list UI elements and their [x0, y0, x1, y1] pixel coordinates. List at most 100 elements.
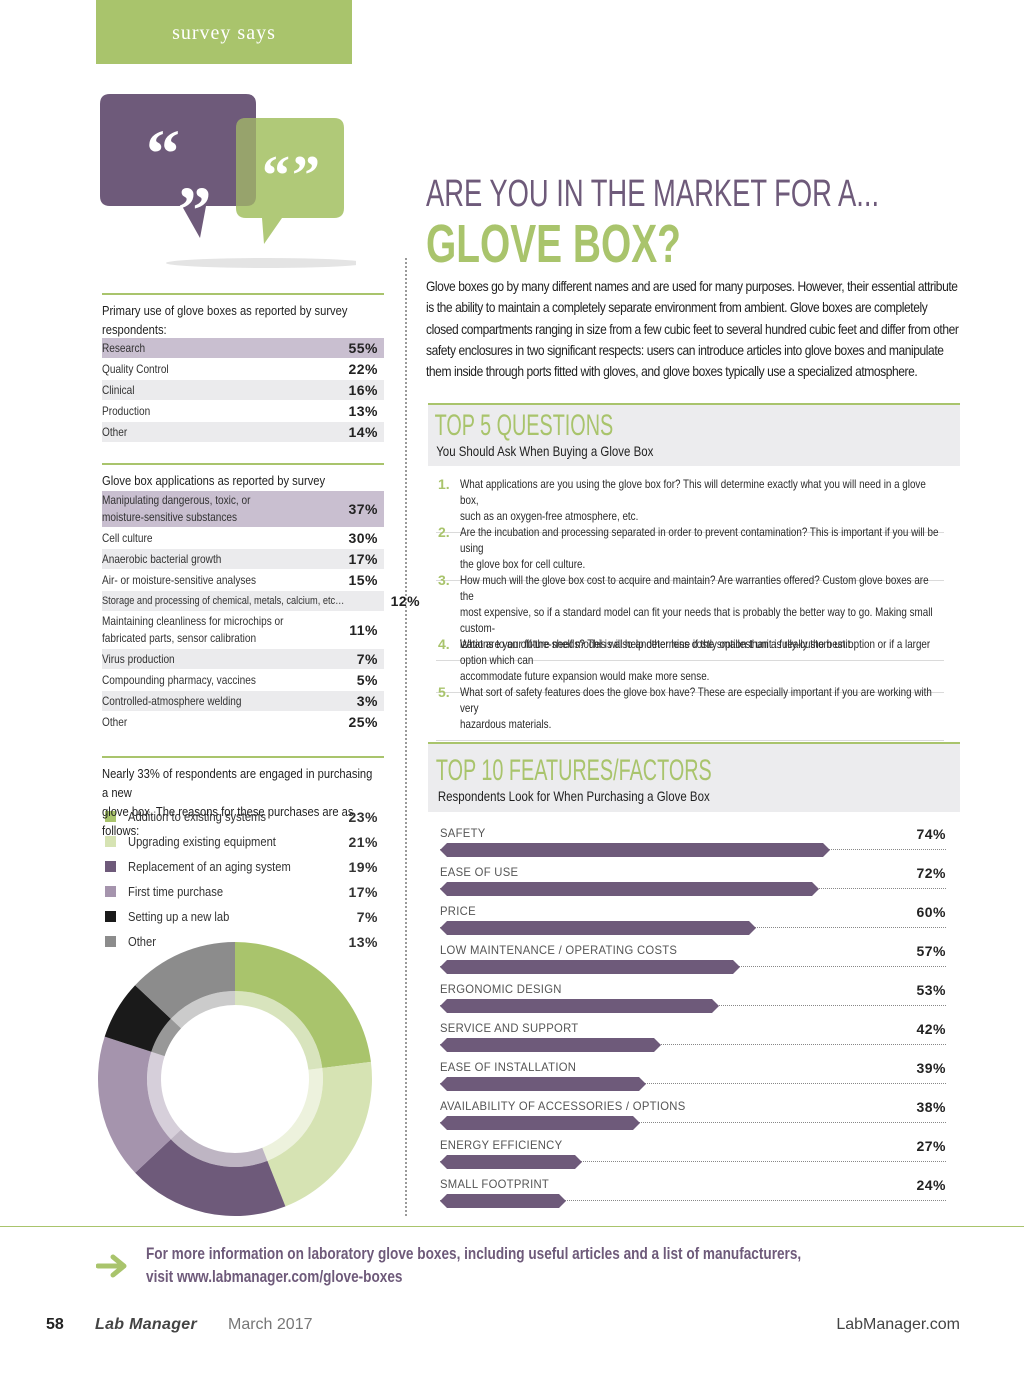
feature-label: AVAILABILITY OF ACCESSORIES / OPTIONS: [440, 1099, 686, 1113]
feature-bar: [440, 1116, 640, 1130]
feature-bar: [440, 1038, 661, 1052]
table-row: Air- or moisture-sensitive analyses 15%: [102, 569, 384, 590]
feature-row: PRICE 60%: [440, 904, 946, 943]
legend-label: Other: [128, 934, 156, 949]
feature-bar: [440, 1155, 582, 1169]
feature-value: 24%: [916, 1177, 946, 1193]
legend-item: Replacement of an aging system 19%: [102, 854, 384, 879]
feature-value: 57%: [916, 943, 946, 959]
table-row: Cell culture 30%: [102, 527, 384, 548]
website-link[interactable]: LabManager.com: [836, 1316, 960, 1333]
feature-row: LOW MAINTENANCE / OPERATING COSTS 57%: [440, 943, 946, 982]
legend-value: 23%: [348, 808, 378, 825]
table-row: Storage and processing of chemical, meta…: [102, 590, 420, 611]
table-row: Other 14%: [102, 421, 384, 442]
feature-value: 60%: [916, 904, 946, 920]
feature-leader: [440, 1200, 946, 1201]
feature-label: SERVICE AND SUPPORT: [440, 1021, 579, 1035]
intro-text: Glove boxes go by many different names a…: [426, 278, 959, 380]
purchase-reasons: Nearly 33% of respondents are engaged in…: [102, 756, 384, 954]
legend-value: 21%: [348, 833, 378, 850]
table-row: Virus production 7%: [102, 648, 384, 669]
legend-swatch: [105, 861, 116, 872]
table-row: Clinical 16%: [102, 379, 384, 400]
question-item: 4. What are your future needs? This will …: [436, 636, 944, 693]
more-info-callout: For more information on laboratory glove…: [146, 1242, 926, 1288]
feature-label: SAFETY: [440, 826, 486, 840]
svg-text:“: “: [146, 115, 180, 191]
feature-value: 74%: [916, 826, 946, 842]
table-row: Manipulating dangerous, toxic, or moistur…: [102, 490, 384, 527]
feature-row: SAFETY 74%: [440, 826, 946, 865]
legend-swatch: [105, 936, 116, 947]
legend-label: Upgrading existing equipment: [128, 834, 276, 849]
feature-leader: [440, 1044, 946, 1045]
donut-inner-ring: [170, 1129, 268, 1167]
table-row: Quality Control 22%: [102, 358, 384, 379]
top5-subtitle: You Should Ask When Buying a Glove Box: [436, 443, 654, 459]
legend-swatch: [105, 886, 116, 897]
top5-header: TOP 5 QUESTIONS You Should Ask When Buyi…: [428, 403, 960, 466]
question-number: 5.: [438, 684, 450, 700]
intro-paragraph: Glove boxes go by many different names a…: [426, 276, 960, 382]
legend-swatch: [105, 836, 116, 847]
question-number: 3.: [438, 572, 450, 588]
legend-label: Addition to existing systems: [128, 809, 266, 824]
primary-use-table: Primary use of glove boxes as reported b…: [102, 293, 384, 442]
top5-title: TOP 5 QUESTIONS: [434, 409, 614, 442]
issue-date: March 2017: [228, 1316, 313, 1333]
top10-subtitle: Respondents Look for When Purchasing a G…: [437, 788, 710, 804]
purchase-legend: Addition to existing systems 23% Upgrading…: [102, 804, 384, 954]
magazine-name: Lab Manager: [95, 1316, 197, 1333]
donut-slice: [98, 1036, 171, 1173]
feature-label: PRICE: [440, 904, 476, 918]
donut-inner-ring: [235, 991, 323, 1070]
donut-slice: [104, 985, 171, 1052]
svg-text:”: ”: [292, 145, 320, 207]
donut-slice: [267, 1061, 372, 1207]
question-number: 1.: [438, 476, 450, 492]
legend-value: 13%: [348, 933, 378, 950]
question-text: Are the incubation and processing separa…: [460, 525, 939, 571]
purchase-reasons-donut-chart: [98, 942, 372, 1216]
feature-leader: [440, 1122, 946, 1123]
top10-title: TOP 10 FEATURES/FACTORS: [435, 754, 712, 787]
question-text: What sort of safety features does the gl…: [460, 685, 932, 731]
feature-row: SMALL FOOTPRINT 24%: [440, 1177, 946, 1216]
legend-item: First time purchase 17%: [102, 879, 384, 904]
feature-value: 39%: [916, 1060, 946, 1076]
more-info-line1: For more information on laboratory glove…: [146, 1244, 802, 1263]
feature-label: ERGONOMIC DESIGN: [440, 982, 562, 996]
legend-swatch: [105, 911, 116, 922]
donut-inner-ring: [151, 1018, 182, 1057]
feature-row: EASE OF USE 72%: [440, 865, 946, 904]
question-number: 2.: [438, 524, 450, 540]
feature-row: AVAILABILITY OF ACCESSORIES / OPTIONS 38…: [440, 1099, 946, 1138]
more-info-link[interactable]: visit www.labmanager.com/glove-boxes: [146, 1267, 403, 1286]
feature-value: 42%: [916, 1021, 946, 1037]
table-row: Other 25%: [102, 711, 384, 732]
feature-leader: [440, 1161, 946, 1162]
feature-value: 53%: [916, 982, 946, 998]
feature-bar: [440, 999, 719, 1013]
legend-label: Setting up a new lab: [128, 909, 230, 924]
donut-slice: [135, 942, 235, 1019]
feature-bar: [440, 921, 756, 935]
feature-row: ENERGY EFFICIENCY 27%: [440, 1138, 946, 1177]
svg-text:“: “: [262, 145, 290, 207]
headline: ARE YOU IN THE MARKET FOR A... GLOVE BOX…: [426, 172, 986, 272]
feature-label: EASE OF USE: [440, 865, 519, 879]
legend-value: 17%: [348, 883, 378, 900]
table-row: Production 13%: [102, 400, 384, 421]
feature-label: SMALL FOOTPRINT: [440, 1177, 550, 1191]
feature-label: LOW MAINTENANCE / OPERATING COSTS: [440, 943, 678, 957]
feature-bar: [440, 1194, 566, 1208]
donut-slice: [135, 1139, 286, 1216]
column-divider: [405, 258, 407, 1216]
legend-value: 19%: [348, 858, 378, 875]
legend-item: Upgrading existing equipment 21%: [102, 829, 384, 854]
table-row: Maintaining cleanliness for microchips o…: [102, 611, 384, 648]
table-row: Compounding pharmacy, vaccines 5%: [102, 669, 384, 690]
question-text: What are your future needs? This will he…: [460, 637, 931, 683]
feature-value: 38%: [916, 1099, 946, 1115]
